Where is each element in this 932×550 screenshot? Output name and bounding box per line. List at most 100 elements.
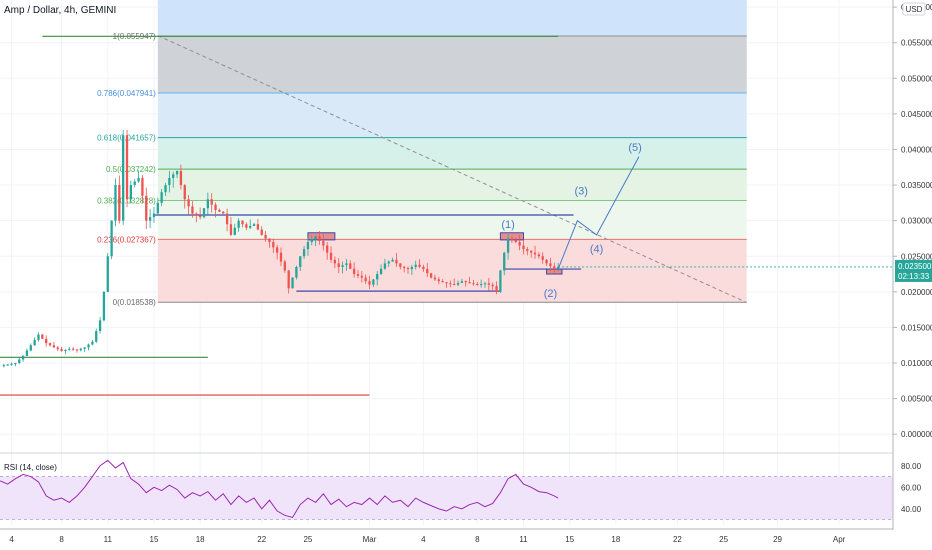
candle-body (349, 263, 352, 269)
candle-body (156, 202, 159, 214)
last-price: 0.023500 (898, 262, 932, 271)
candle-body (229, 224, 233, 235)
candle-body (445, 282, 448, 284)
candle-body (179, 170, 183, 186)
candle-body (168, 177, 171, 186)
x-tick-label: 22 (673, 535, 682, 544)
candle-body (464, 281, 467, 283)
candle-body (83, 347, 86, 349)
fib-band (157, 169, 747, 201)
candle-body (148, 217, 152, 221)
currency-badge[interactable]: USD (902, 2, 926, 16)
candle-body (222, 211, 225, 214)
candle-body (299, 256, 302, 267)
candle-body (137, 177, 140, 182)
chart-title: Amp / Dollar, 4h, GEMINI (4, 5, 116, 16)
candle-body (210, 199, 213, 205)
candle-body (129, 185, 133, 200)
y-tick-label: 0.020000 (901, 288, 932, 297)
candle-body (98, 320, 102, 331)
candle-body (403, 266, 406, 268)
candle-body (6, 364, 9, 366)
candle-body (441, 281, 444, 283)
y-tick-label: 0.045000 (901, 110, 932, 119)
fib-retracement[interactable]: 1(0.055947)0.786(0.047941)0.618(0.041657… (97, 0, 747, 307)
candle-body (472, 283, 475, 285)
wave-label: (1) (501, 219, 514, 231)
candle-body (87, 344, 90, 348)
candle-body (56, 347, 59, 350)
fib-band (157, 200, 747, 240)
candle-body (141, 177, 144, 196)
x-tick-label: 8 (475, 535, 480, 544)
candle-body (175, 170, 179, 175)
candle-body (487, 283, 490, 285)
candle-body (152, 213, 156, 218)
candle-body (249, 226, 252, 228)
candle-body (306, 242, 310, 250)
x-tick-label: 11 (519, 535, 528, 544)
x-tick-label: 25 (303, 535, 312, 544)
candle-body (491, 284, 494, 287)
candle-body (379, 268, 383, 275)
x-tick-label: 4 (421, 535, 426, 544)
candle-body (164, 185, 167, 193)
wave-label: (5) (628, 142, 641, 154)
candle-body (468, 282, 471, 284)
rsi-band (0, 476, 893, 520)
candle-body (387, 261, 390, 264)
candle-body (422, 266, 425, 270)
candle-body (545, 259, 548, 264)
candle-body (25, 350, 29, 356)
y-tick-label: 0.000000 (901, 430, 932, 439)
candle-body (79, 348, 82, 351)
rsi-pane: 80.00 60.00 40.00 (0, 452, 922, 521)
candle-body (71, 348, 75, 350)
rsi-tick-label: 80.00 (901, 462, 922, 471)
x-tick-label: Apr (833, 535, 846, 544)
candle-body (191, 206, 194, 214)
fib-band (157, 35, 747, 93)
wave-label: (4) (590, 244, 603, 256)
fib-level-label: 0.5(0.037242) (106, 165, 156, 174)
currency-label: USD (906, 5, 923, 14)
candle-body (553, 266, 556, 270)
candle-body (252, 224, 256, 226)
fib-band (157, 137, 747, 170)
elliott-wave[interactable]: (1) (2) (3) (4) (5) (501, 142, 641, 300)
candle-body (64, 349, 67, 351)
candle-body (356, 274, 360, 276)
candle-body (310, 239, 313, 243)
candle-body (510, 238, 514, 241)
rsi-line (0, 459, 559, 519)
candle-body (449, 283, 452, 285)
candle-body (322, 240, 325, 246)
fib-band (157, 92, 747, 138)
bar-countdown: 02:13:33 (898, 272, 930, 281)
candle-body (453, 284, 456, 286)
y-tick-label: 0.050000 (901, 74, 932, 83)
candle-body (41, 334, 44, 339)
candle-body (399, 263, 402, 267)
fib-level-label: 0(0.018538) (113, 298, 156, 307)
y-tick-label: 0.005000 (901, 395, 932, 404)
candle-body (410, 266, 414, 270)
y-tick-label: 0.035000 (901, 181, 932, 190)
candle-body (275, 247, 279, 253)
candle-body (241, 220, 244, 225)
candle-body (21, 355, 25, 360)
fib-level-label: 0.382(0.032828) (97, 197, 156, 206)
candle-body (352, 268, 356, 275)
candle-body (460, 281, 464, 283)
candle-body (33, 339, 36, 346)
candle-body (95, 330, 98, 342)
candle-body (233, 227, 236, 235)
candle-body (256, 224, 260, 230)
candle-body (199, 215, 202, 218)
x-tick-label: 22 (257, 535, 266, 544)
candle-body (395, 259, 398, 264)
x-tick-label: 4 (9, 535, 14, 544)
rsi-tick-label: 40.00 (901, 505, 922, 514)
